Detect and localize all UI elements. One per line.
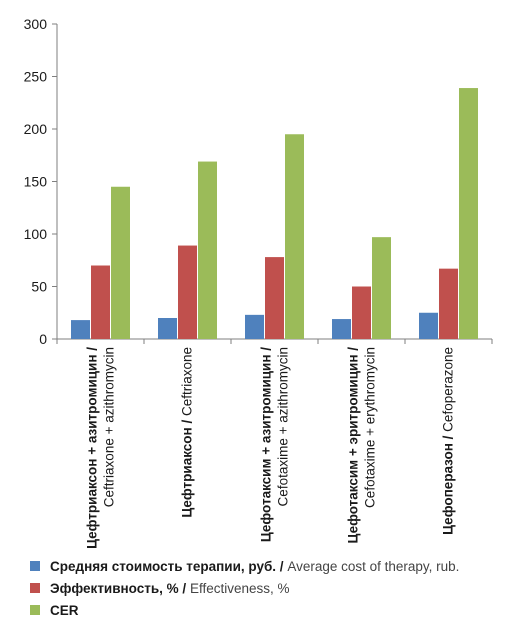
x-axis-labels: Цефтриаксон + азитромицин / Ceftriaxone +… <box>85 347 456 549</box>
x-tick-label-line: Cefotaxime + azithromycin <box>276 347 291 506</box>
x-tick-label-part: Цефоперазон / <box>441 432 456 535</box>
x-tick-label-line: Цефотаксим + азитромицин / <box>259 347 274 542</box>
x-tick-label-part: Цефтриаксон / <box>180 416 195 518</box>
bar-effectiveness <box>352 286 371 339</box>
bar-effectiveness <box>265 257 284 339</box>
x-tick-label-part: Ceftriaxone + azithromycin <box>102 347 117 507</box>
bar-cer <box>111 186 130 339</box>
y-tick-label: 300 <box>24 16 48 32</box>
x-tick-label-part: Cefotaxime + azithromycin <box>276 347 291 506</box>
bar-effectiveness <box>91 265 110 339</box>
x-tick-label-part: Ceftriaxone <box>180 347 195 416</box>
bar-cost <box>158 318 177 339</box>
legend-item-cer: CER <box>30 599 459 621</box>
x-tick-label: Цефотаксим + эритромицин / Cefotaxime + e… <box>346 347 378 544</box>
x-tick-label-line: Цефтриаксон / Ceftriaxone <box>180 347 195 518</box>
y-tick-label: 250 <box>24 69 48 85</box>
legend-label-ru: Средняя стоимость терапии, руб. / <box>50 558 288 574</box>
x-tick-label-part: Cefotaxime + erythromycin <box>363 347 378 508</box>
bar-cer <box>198 161 217 339</box>
x-tick-label-part: Цефотаксим + эритромицин / <box>346 347 361 544</box>
y-tick-label: 150 <box>24 174 48 190</box>
x-tick-label: Цефотаксим + азитромицин / Cefotaxime + a… <box>259 347 291 542</box>
legend-label-ru: Эффективность, % / <box>50 580 190 596</box>
legend-swatch-effectiveness <box>30 583 40 593</box>
bar-cost <box>71 320 90 339</box>
x-tick-label-line: Цефотаксим + эритромицин / <box>346 347 361 544</box>
y-tick-label: 200 <box>24 121 48 137</box>
x-tick-label: Цефоперазон / Cefoperazone <box>441 347 456 535</box>
legend-item-effectiveness: Эффективность, % / Effectiveness, % <box>30 577 459 599</box>
bar-cost <box>332 319 351 339</box>
x-tick-label-part: Цефотаксим + азитромицин / <box>259 347 274 542</box>
bar-cer <box>285 134 304 339</box>
y-tick-label: 100 <box>24 226 48 242</box>
bars <box>71 88 478 339</box>
y-tick-label: 50 <box>31 279 47 295</box>
x-tick-label-line: Cefotaxime + erythromycin <box>363 347 378 508</box>
bar-effectiveness <box>439 268 458 339</box>
legend-swatch-cost <box>30 561 40 571</box>
bar-cer <box>372 237 391 339</box>
legend: Средняя стоимость терапии, руб. / Averag… <box>30 555 459 621</box>
legend-label-en: Effectiveness, % <box>189 580 290 596</box>
bar-effectiveness <box>178 245 197 339</box>
y-tick-label: 0 <box>39 331 47 347</box>
legend-swatch-cer <box>30 605 40 615</box>
x-tick-label-line: Цефоперазон / Cefoperazone <box>441 347 456 535</box>
x-tick-label: Цефтриаксон + азитромицин / Ceftriaxone +… <box>85 347 117 549</box>
bar-cost <box>245 314 264 339</box>
y-axis-ticks: 0 50 100 150 200 250 300 <box>24 16 57 347</box>
legend-label-en: Average cost of therapy, rub. <box>287 558 460 574</box>
x-tick-label: Цефтриаксон / Ceftriaxone <box>180 347 195 518</box>
x-tick-label-part: Цефтриаксон + азитромицин / <box>85 347 100 549</box>
legend-label-ru: CER <box>50 602 79 618</box>
x-tick-label-line: Ceftriaxone + azithromycin <box>102 347 117 507</box>
bar-cost <box>419 312 438 339</box>
x-tick-label-part: Cefoperazone <box>441 347 456 432</box>
legend-item-cost: Средняя стоимость терапии, руб. / Averag… <box>30 555 459 577</box>
x-tick-label-line: Цефтриаксон + азитромицин / <box>85 347 100 549</box>
bar-cer <box>459 88 478 339</box>
